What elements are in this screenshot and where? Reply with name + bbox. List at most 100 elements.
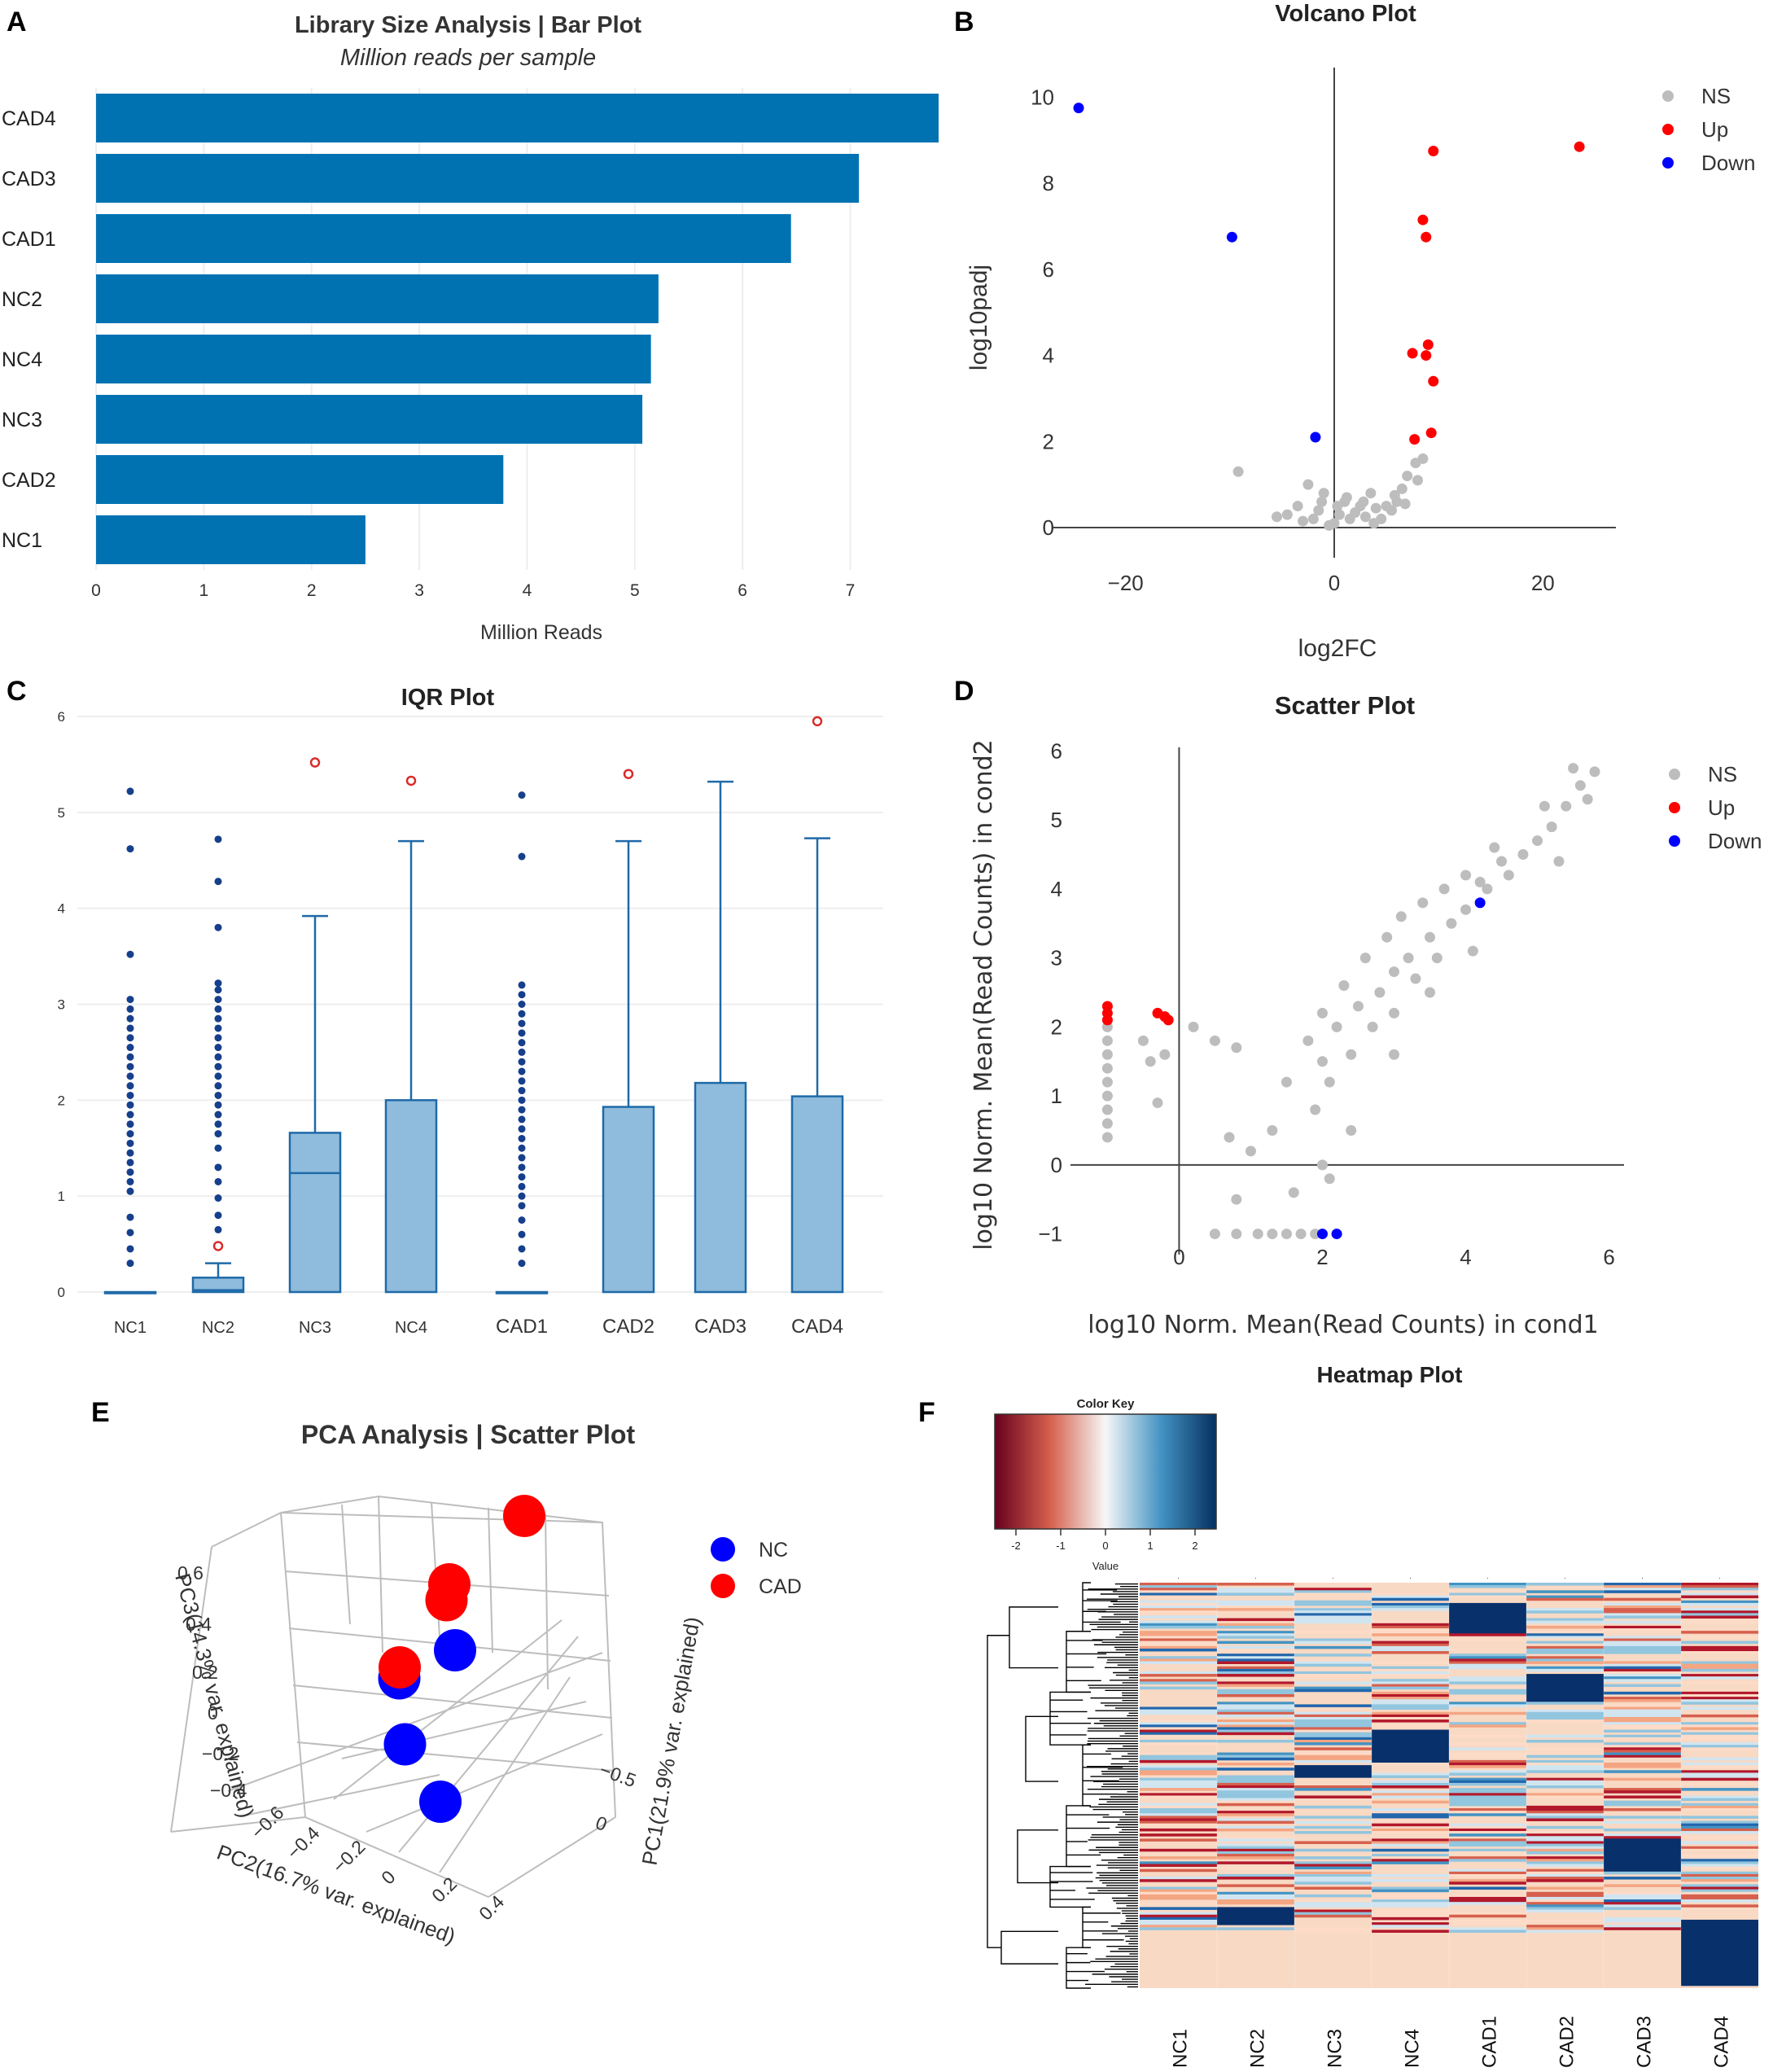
color-key-gradient (994, 1413, 1217, 1530)
heatmap-cell (1140, 1610, 1217, 1614)
point-ns (1425, 987, 1436, 998)
heatmap-cell (1681, 1702, 1758, 1705)
y-tick-label: 4 (1043, 344, 1054, 368)
panel-d-scatter-chart: Scatter Plot 0 2 4 6 −1 0 1 2 3 4 5 6 log10 Norm. M… (970, 691, 1762, 1339)
heatmap-cell (1372, 1724, 1449, 1728)
heatmap-cell (1526, 1846, 1604, 1850)
heatmap-cell (1217, 1907, 1294, 1910)
heatmap-cell (1604, 1610, 1681, 1614)
heatmap-cell (1681, 1922, 1758, 1925)
point-ns (1292, 501, 1303, 512)
heatmap-cell (1449, 1608, 1526, 1611)
heatmap-column-dot: · (1641, 1574, 1644, 1583)
heatmap-cell (1217, 1661, 1294, 1664)
heatmap-cell (1294, 1732, 1372, 1736)
heatmap-cell (1449, 1663, 1526, 1667)
chart-d-xlabel: log10 Norm. Mean(Read Counts) in cond1 (1088, 1311, 1599, 1339)
point-ns (1350, 507, 1361, 518)
heatmap-cell (1604, 1864, 1681, 1867)
heatmap-cell (1449, 1628, 1526, 1632)
x-tick-label: 0 (1173, 1245, 1184, 1269)
heatmap-cell (1604, 1737, 1681, 1741)
point-ns (1358, 496, 1369, 507)
heatmap-cell (1294, 1909, 1372, 1913)
outlier-point (518, 1259, 526, 1268)
point-ns (1338, 980, 1350, 992)
point-ns (1460, 904, 1472, 915)
heatmap-cell (1449, 1803, 1526, 1807)
heatmap-cell (1217, 1780, 1294, 1784)
heatmap-cell (1526, 1816, 1604, 1819)
heatmap-cell (1681, 1927, 1758, 1930)
outlier-point (126, 1053, 134, 1061)
heatmap-cell (1372, 1706, 1449, 1711)
heatmap-cell (1526, 1716, 1604, 1720)
heatmap-cell (1604, 1684, 1681, 1688)
point-ns (1152, 1097, 1163, 1109)
heatmap-cell (1217, 1896, 1294, 1900)
heatmap-cell (1372, 1699, 1449, 1702)
heatmap-cell (1294, 1663, 1372, 1667)
heatmap-cell (1217, 1820, 1294, 1824)
heatmap-cell (1526, 1873, 1604, 1877)
heatmap-cell (1526, 1927, 1604, 1930)
outlier-point (214, 1044, 222, 1052)
heatmap-cell (1681, 1884, 1758, 1887)
heatmap-cell (1217, 1795, 1294, 1798)
heatmap-cell (1526, 1689, 1604, 1693)
heatmap-cell (1526, 1656, 1604, 1659)
heatmap-cell (1604, 1734, 1681, 1738)
heatmap-cell (1449, 1615, 1526, 1619)
point-ns (1503, 870, 1514, 881)
heatmap-cell (1372, 1754, 1449, 1759)
color-key-tick-label: 2 (1192, 1540, 1197, 1552)
heatmap-cell (1526, 1902, 1604, 1905)
heatmap-cell (1449, 1782, 1526, 1786)
point-ns (1386, 505, 1397, 516)
heatmap-cell (1449, 1686, 1526, 1690)
heatmap-cell (1681, 1595, 1758, 1599)
heatmap-cell (1449, 1896, 1526, 1900)
point-up (1422, 339, 1434, 350)
panel-letter-c: C (7, 676, 27, 707)
heatmap-cell (1217, 1719, 1294, 1723)
chart-b-xlabel: log2FC (1298, 635, 1377, 662)
heatmap-cell (1140, 1631, 1217, 1634)
heatmap-cell (1372, 1899, 1449, 1903)
heatmap-cell (1372, 1843, 1449, 1847)
heatmap-cell (1140, 1645, 1217, 1649)
heatmap-cell (1604, 1925, 1681, 1928)
point-ns (1302, 479, 1314, 490)
heatmap-column-label: NC4 (1402, 2029, 1424, 2068)
outlier-point (214, 1005, 222, 1013)
heatmap-cell (1449, 1656, 1526, 1659)
heatmap-cell (1217, 1919, 1294, 1923)
heatmap-cell (1294, 1658, 1372, 1662)
heatmap-cell (1604, 1838, 1681, 1842)
heatmap-cell (1604, 1770, 1681, 1773)
heatmap-cell (1604, 1704, 1681, 1707)
heatmap-cell (1526, 1702, 1604, 1705)
heatmap-cell (1140, 1583, 1217, 1586)
heatmap-cell (1604, 1676, 1681, 1680)
x-tick-label: NC4 (395, 1319, 427, 1337)
heatmap-cell (1217, 1704, 1294, 1707)
heatmap-cell (1372, 1747, 1449, 1750)
heatmap-cell (1372, 1782, 1449, 1786)
heatmap-cell (1140, 1711, 1217, 1715)
heatmap-cell (1681, 1805, 1758, 1809)
box-nc4 (384, 1099, 438, 1294)
outlier-point (214, 986, 222, 994)
outlier-point (126, 1101, 134, 1109)
heatmap-cell (1449, 1734, 1526, 1738)
outlier-point (214, 1120, 222, 1128)
heatmap-cell (1217, 1605, 1294, 1609)
heatmap-cell (1526, 1864, 1604, 1867)
outlier-point (518, 1125, 526, 1133)
heatmap-cell (1526, 1684, 1604, 1688)
legend-marker-down (1662, 157, 1674, 169)
heatmap-cell (1294, 1866, 1372, 1870)
heatmap-cell (1526, 1714, 1604, 1718)
outlier-point (126, 1159, 134, 1167)
y-tick-label: 1 (58, 1189, 65, 1204)
